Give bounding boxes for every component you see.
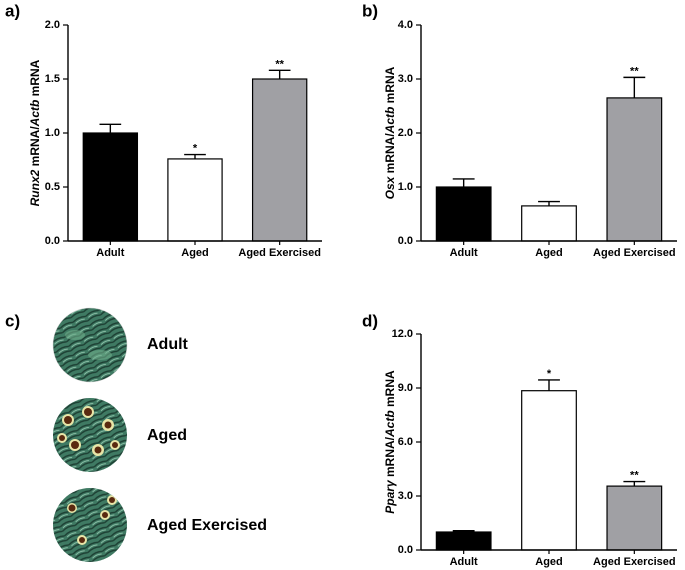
y-tick-label: 0.0 xyxy=(45,235,60,247)
bar xyxy=(521,390,577,551)
y-tick-label: 12.0 xyxy=(392,328,413,340)
y-tick-label: 2.0 xyxy=(45,19,60,31)
panel-label: b) xyxy=(362,1,378,20)
y-tick-label: 1.0 xyxy=(398,181,413,193)
significance: * xyxy=(547,368,552,380)
x-tick-label: Adult xyxy=(450,556,478,568)
x-tick-label: Aged Exercised xyxy=(593,247,676,259)
y-tick-label: 0.0 xyxy=(398,544,413,556)
y-tick-label: 2.0 xyxy=(398,127,413,139)
image-label: Aged Exercised xyxy=(147,517,267,534)
x-tick-label: Adult xyxy=(96,247,124,259)
y-tick-label: 4.0 xyxy=(398,19,413,31)
significance: ** xyxy=(630,470,639,482)
y-axis-label-part: Actb xyxy=(383,410,397,438)
y-axis-label-part: Osx xyxy=(383,175,397,199)
histology-aged xyxy=(53,398,127,472)
x-tick-label: Aged Exercised xyxy=(593,556,676,568)
y-axis-label-part: Actb xyxy=(383,107,397,135)
panel-label: a) xyxy=(5,1,20,20)
y-axis-label: Osx mRNA/Actb mRNA xyxy=(383,66,397,199)
y-axis-label-part: mRNA xyxy=(383,370,397,410)
y-axis-label-part: mRNA/ xyxy=(383,436,397,480)
bar xyxy=(606,97,663,242)
histology-adult xyxy=(52,307,128,383)
y-axis-label-part: Runx2 xyxy=(28,169,42,206)
histology-aged-exercised xyxy=(53,488,127,562)
x-tick-label: Adult xyxy=(450,247,478,259)
x-tick-label: Aged Exercised xyxy=(238,247,321,259)
bar xyxy=(251,78,308,242)
y-tick-label: 3.0 xyxy=(398,490,413,502)
y-axis-label-part: mRNA xyxy=(383,66,397,106)
x-tick-label: Aged xyxy=(535,247,563,259)
panel-label: d) xyxy=(362,311,378,330)
x-tick-label: Aged xyxy=(181,247,209,259)
y-tick-label: 1.0 xyxy=(45,127,60,139)
y-tick-label: 9.0 xyxy=(398,382,413,394)
y-tick-label: 1.5 xyxy=(45,73,60,85)
y-axis-label-part: mRNA xyxy=(28,59,42,99)
y-axis-label-part: Pparγ xyxy=(383,479,397,514)
y-tick-label: 0.0 xyxy=(398,235,413,247)
y-tick-label: 6.0 xyxy=(398,436,413,448)
y-axis-label-part: Actb xyxy=(28,100,42,128)
y-tick-label: 0.5 xyxy=(45,181,60,193)
bar xyxy=(521,205,577,242)
y-tick-label: 3.0 xyxy=(398,73,413,85)
bar xyxy=(82,132,139,242)
y-axis-label: Pparγ mRNA/Actb mRNA xyxy=(383,370,397,514)
x-tick-label: Aged xyxy=(535,556,563,568)
image-label: Adult xyxy=(147,336,189,353)
bar xyxy=(167,158,223,242)
y-axis-label-part: mRNA/ xyxy=(28,126,42,170)
significance: ** xyxy=(275,58,284,70)
significance: ** xyxy=(630,65,639,77)
panel-label: c) xyxy=(5,311,20,330)
bar xyxy=(435,531,492,551)
significance: * xyxy=(193,143,198,155)
y-axis-label: Runx2 mRNA/Actb mRNA xyxy=(28,59,42,206)
bar xyxy=(435,186,492,242)
image-label: Aged xyxy=(147,427,187,444)
bar xyxy=(606,485,663,551)
y-axis-label-part: mRNA/ xyxy=(383,133,397,177)
